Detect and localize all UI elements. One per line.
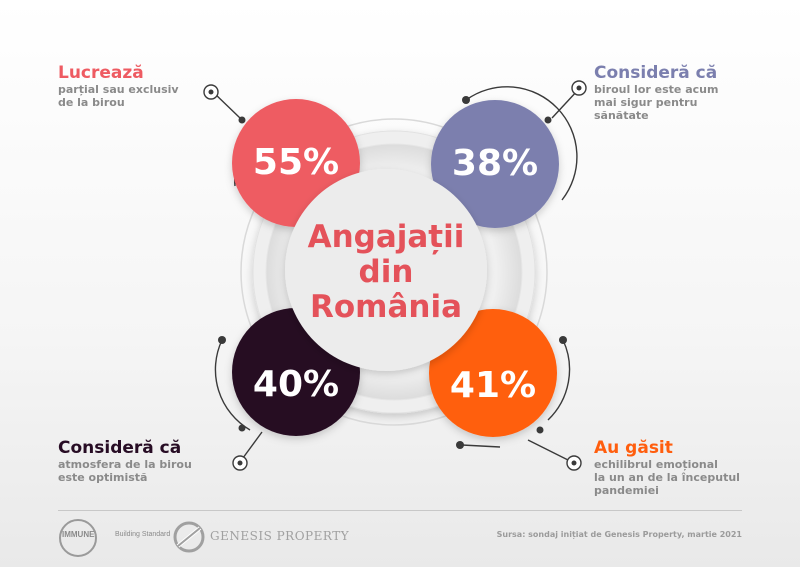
caption-line: la un an de la începutul	[594, 471, 740, 484]
center-title-line3: România	[309, 289, 462, 325]
caption-line: parțial sau exclusiv	[58, 83, 179, 96]
footer-divider	[58, 510, 742, 511]
caption-line: echilibrul emoțional	[594, 458, 718, 471]
caption-heading: Au găsit	[594, 438, 673, 458]
caption-heading: Consideră că	[58, 438, 182, 458]
center-title-line2: din	[358, 254, 414, 290]
caption-heading: Lucrează	[58, 63, 144, 83]
genesis-logo-text: GENESIS PROPERTY	[210, 529, 350, 543]
immune-logo-icon	[59, 519, 97, 557]
caption-line: atmosfera de la birou	[58, 458, 192, 471]
outer-ring	[240, 118, 548, 426]
immune-logo-subtext: Building Standard	[115, 531, 171, 538]
stat-value-top-left: 55%	[252, 142, 340, 183]
stat-value-bottom-right: 41%	[449, 365, 537, 406]
caption-bottom-right: Au găsit echilibrul emoțional la un an d…	[594, 438, 740, 497]
stat-circle-41	[429, 309, 557, 437]
caption-line: mai sigur pentru	[594, 96, 698, 109]
stat-value-top-right: 38%	[451, 143, 539, 184]
caption-heading: Consideră că	[594, 63, 718, 83]
caption-line: pandemiei	[594, 484, 659, 497]
center-title: Angajații din România	[286, 220, 486, 325]
stat-value-bottom-left: 40%	[252, 364, 340, 405]
center-circle	[285, 169, 487, 371]
genesis-logo-icon	[173, 521, 205, 553]
immune-logo-text: IMMUNE	[62, 530, 95, 539]
caption-top-right: Consideră că biroul lor este acum mai si…	[594, 63, 718, 122]
center-title-line1: Angajații	[307, 219, 465, 255]
caption-bottom-left: Consideră că atmosfera de la birou este …	[58, 438, 192, 484]
caption-line: sănătate	[594, 109, 649, 122]
source-note: Sursa: sondaj inițiat de Genesis Propert…	[496, 530, 742, 539]
caption-line: este optimistă	[58, 471, 148, 484]
caption-line: biroul lor este acum	[594, 83, 719, 96]
caption-top-left: Lucrează parțial sau exclusiv de la biro…	[58, 63, 179, 109]
caption-line: de la birou	[58, 96, 125, 109]
stat-circle-38	[431, 100, 559, 228]
